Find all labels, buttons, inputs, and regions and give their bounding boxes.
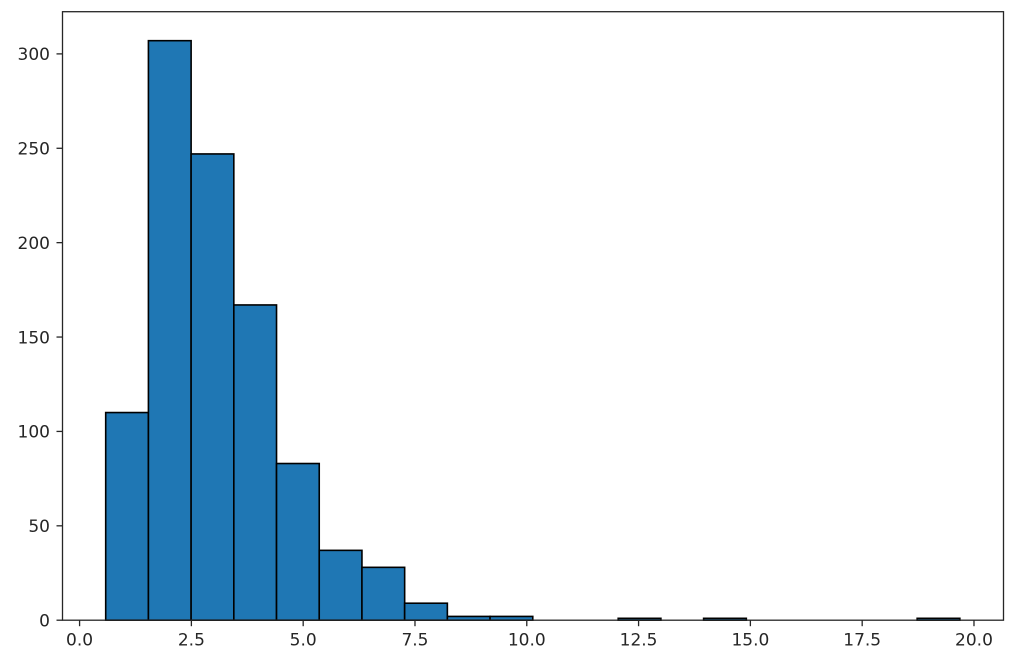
histogram-bar bbox=[147, 39, 192, 622]
x-tick-label: 15.0 bbox=[731, 631, 769, 651]
y-tick-label: 300 bbox=[18, 45, 50, 65]
x-tick-label: 20.0 bbox=[955, 631, 993, 651]
histogram-bar bbox=[275, 462, 321, 621]
x-tick-label: 2.5 bbox=[178, 631, 205, 651]
y-tick-label: 150 bbox=[18, 328, 50, 348]
y-tick-label: 200 bbox=[18, 234, 50, 254]
x-tick-label: 17.5 bbox=[843, 631, 881, 651]
histogram-bar bbox=[318, 549, 363, 621]
y-tick-label: 0 bbox=[39, 611, 50, 631]
y-tick-label: 250 bbox=[18, 139, 50, 159]
y-tick-label: 50 bbox=[28, 517, 50, 537]
axes-frame bbox=[61, 11, 1005, 621]
histogram-bar bbox=[104, 411, 150, 621]
x-tick-label: 0.0 bbox=[66, 631, 93, 651]
x-tick-label: 7.5 bbox=[401, 631, 428, 651]
x-tick-label: 5.0 bbox=[290, 631, 317, 651]
histogram-bar bbox=[190, 153, 235, 622]
histogram-bar bbox=[361, 566, 406, 622]
histogram-bar bbox=[233, 304, 278, 622]
x-tick-label: 10.0 bbox=[508, 631, 546, 651]
y-tick-label: 100 bbox=[18, 423, 50, 443]
x-tick-label: 12.5 bbox=[620, 631, 658, 651]
histogram-bar bbox=[403, 602, 449, 622]
